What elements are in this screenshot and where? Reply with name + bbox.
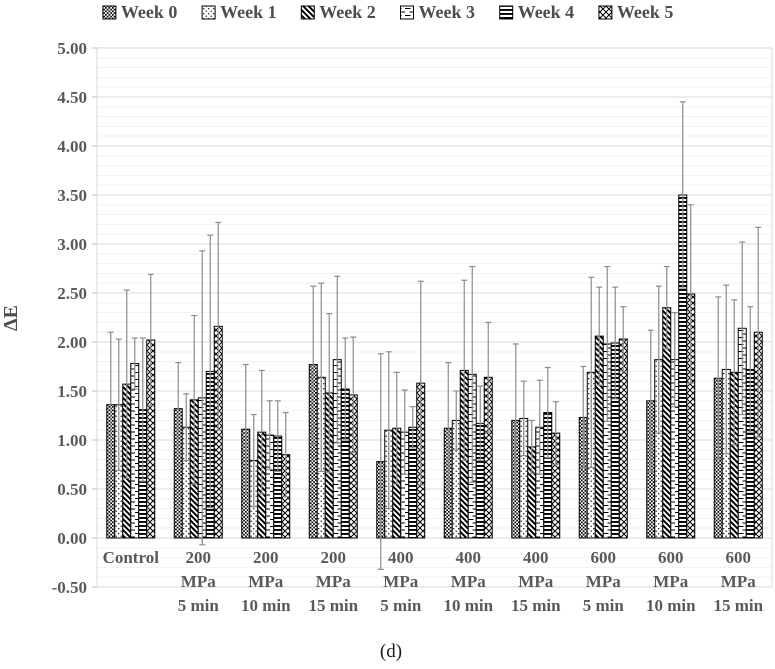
- legend-swatch-sparse-dots-icon: [201, 5, 216, 20]
- x-tick-label: 10 min: [443, 596, 493, 615]
- y-axis-title: ΔE: [0, 305, 22, 331]
- x-tick-label: 15 min: [511, 596, 561, 615]
- x-tick-label: 200: [186, 548, 212, 567]
- x-tick-label: 5 min: [583, 596, 625, 615]
- x-tick-label: 15 min: [308, 596, 358, 615]
- x-tick-label: MPa: [653, 572, 688, 591]
- x-tick-label: MPa: [248, 572, 283, 591]
- y-tick-label: 2.50: [57, 284, 87, 303]
- legend-swatch-bold-horizontal-stripes-icon: [499, 5, 514, 20]
- legend-swatch-dashed-horizontal-icon: [400, 5, 414, 20]
- legend-label: Week 2: [319, 2, 376, 22]
- x-tick-label: MPa: [721, 572, 756, 591]
- x-tick-label: MPa: [451, 572, 486, 591]
- y-tick-label: 4.00: [57, 137, 87, 156]
- bars: [106, 194, 763, 539]
- legend-item: Week 0: [102, 2, 177, 22]
- y-tick-label: 4.50: [57, 88, 87, 107]
- y-tick-label: 3.00: [57, 235, 87, 254]
- legend-swatch-dense-dot-grid-icon: [102, 5, 117, 20]
- x-tick-label: MPa: [316, 572, 351, 591]
- x-tick-label: 10 min: [241, 596, 291, 615]
- x-tick-label: 600: [726, 548, 752, 567]
- legend-label: Week 3: [419, 2, 476, 22]
- legend: Week 0 Week 1 Week 2 Week 3 Week 4 Week 5: [102, 2, 674, 22]
- x-tick-label: 400: [456, 548, 482, 567]
- x-tick-label: MPa: [586, 572, 621, 591]
- legend-label: Week 1: [220, 2, 277, 22]
- x-tick-label: Control: [103, 548, 160, 567]
- x-tick-label: MPa: [181, 572, 216, 591]
- x-tick-label: 200: [321, 548, 347, 567]
- x-tick-label: 10 min: [646, 596, 696, 615]
- x-axis-category-labels: Control 200 MPa 5 min 200 MPa 10 min 200 MPa 15 m…: [103, 548, 764, 615]
- x-tick-label: 200: [253, 548, 279, 567]
- legend-swatch-diagonal-stripes-icon: [300, 5, 315, 20]
- y-axis-tick-labels: 5.00 4.50 4.00 3.50 3.00 2.50 2.00 1.50 1.00 0.50…: [52, 39, 87, 597]
- y-tick-label: -0.50: [52, 578, 87, 597]
- x-tick-label: 5 min: [178, 596, 220, 615]
- x-tick-label: 400: [388, 548, 414, 567]
- y-tick-label: 1.50: [57, 382, 87, 401]
- legend-label: Week 4: [518, 2, 575, 22]
- figure-caption: (d): [380, 641, 402, 662]
- y-tick-label: 0.00: [57, 529, 87, 548]
- legend-item: Week 3: [400, 2, 476, 22]
- x-tick-label: MPa: [518, 572, 553, 591]
- x-tick-label: 600: [591, 548, 617, 567]
- error-bars: [107, 101, 762, 570]
- y-tick-label: 1.00: [57, 431, 87, 450]
- legend-item: Week 5: [598, 2, 674, 22]
- legend-swatch-diagonal-crosshatch-icon: [598, 5, 613, 20]
- x-tick-label: 600: [658, 548, 684, 567]
- x-tick-label: 15 min: [713, 596, 763, 615]
- y-tick-label: 3.50: [57, 186, 87, 205]
- x-tick-label: 400: [523, 548, 549, 567]
- y-tick-label: 2.00: [57, 333, 87, 352]
- legend-item: Week 4: [499, 2, 575, 22]
- bar-week3-group0: [130, 363, 140, 539]
- legend-item: Week 1: [201, 2, 277, 22]
- y-tick-label: 5.00: [57, 39, 87, 58]
- x-tick-label: 5 min: [380, 596, 422, 615]
- legend-label: Week 0: [121, 2, 177, 22]
- x-tick-label: MPa: [383, 572, 418, 591]
- legend-item: Week 2: [300, 2, 376, 22]
- legend-label: Week 5: [617, 2, 674, 22]
- y-tick-label: 0.50: [57, 480, 87, 499]
